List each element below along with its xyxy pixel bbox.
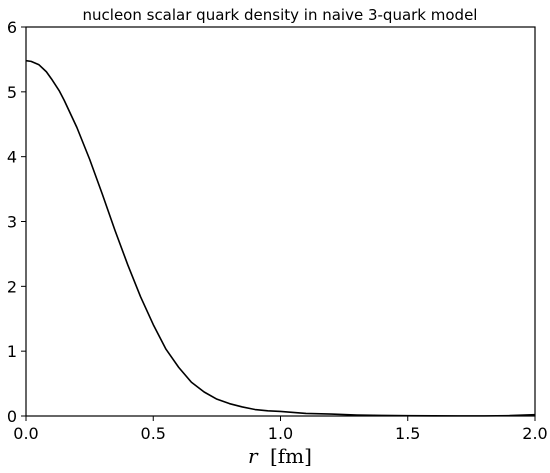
y-tick-label: 4 xyxy=(7,148,17,167)
x-tick-label: 2.0 xyxy=(522,424,547,443)
y-tick-label: 3 xyxy=(7,213,17,232)
y-tick-label: 0 xyxy=(7,407,17,426)
x-axis-ticks: 0.0 0.5 1.0 1.5 2.0 xyxy=(13,416,548,443)
y-tick-label: 5 xyxy=(7,83,17,102)
y-axis-ticks: 0 1 2 3 4 5 6 xyxy=(7,18,26,426)
x-tick-label: 0.5 xyxy=(141,424,166,443)
series-line-0 xyxy=(25,59,536,417)
x-axis-label-variable: r xyxy=(248,444,259,468)
x-tick-label: 1.5 xyxy=(395,424,420,443)
x-tick-label: 0.0 xyxy=(13,424,38,443)
x-axis-label-unit: [fm] xyxy=(270,444,312,468)
x-axis-label: r [fm] xyxy=(248,444,312,468)
y-tick-label: 6 xyxy=(7,18,17,37)
plot-frame xyxy=(25,26,536,417)
chart-title: nucleon scalar quark density in naive 3-… xyxy=(83,6,478,24)
x-tick-label: 1.0 xyxy=(268,424,293,443)
plot-line-layer xyxy=(25,59,536,417)
y-tick-label: 2 xyxy=(7,277,17,296)
y-tick-label: 1 xyxy=(7,342,17,361)
